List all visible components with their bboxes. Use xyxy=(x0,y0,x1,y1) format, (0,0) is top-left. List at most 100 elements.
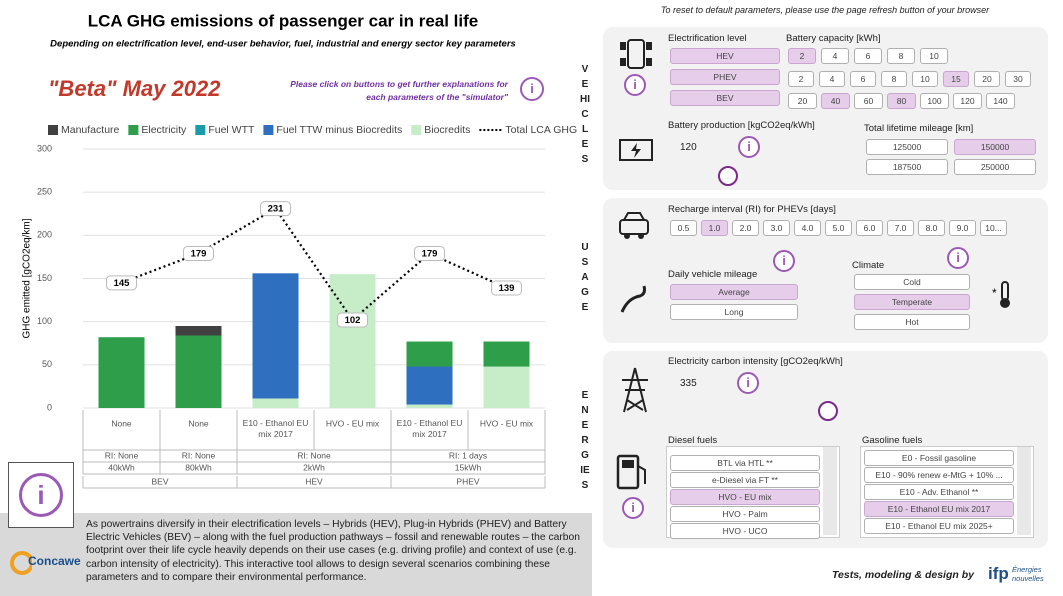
option-button[interactable]: 3.0 xyxy=(763,220,790,236)
option-button[interactable]: 15 xyxy=(943,71,969,87)
option-button[interactable]: 4 xyxy=(819,71,845,87)
info-button[interactable]: i xyxy=(624,74,646,96)
option-button[interactable]: HVO - Palm xyxy=(670,506,820,522)
total-line xyxy=(121,207,507,322)
option-button[interactable]: 6 xyxy=(854,48,882,64)
field-label: Battery capacity [kWh] xyxy=(786,33,881,44)
pylon-icon xyxy=(622,367,648,413)
click-note: Please click on buttons to get further e… xyxy=(290,79,508,102)
option-button[interactable]: E10 - 90% renew e-MtG + 10% ... xyxy=(864,467,1014,483)
option-button[interactable]: 7.0 xyxy=(887,220,914,236)
option-button[interactable]: 6 xyxy=(850,71,876,87)
concawe-logo: Concawe xyxy=(10,548,81,578)
option-button[interactable]: 9.0 xyxy=(949,220,976,236)
option-button[interactable]: Cold xyxy=(854,274,970,290)
group-label: RI: None xyxy=(182,450,216,460)
info-box[interactable]: i xyxy=(8,462,74,528)
option-button[interactable]: E10 - Ethanol EU mix 2017 xyxy=(864,501,1014,517)
option-button[interactable]: 1.0 xyxy=(701,220,728,236)
slider-knob[interactable] xyxy=(718,166,738,186)
option-button[interactable]: 4 xyxy=(821,48,849,64)
option-button[interactable]: HVO - EU mix xyxy=(670,489,820,505)
option-button[interactable]: 0.5 xyxy=(670,220,697,236)
group-label: 40kWh xyxy=(108,462,135,472)
scrollbar[interactable] xyxy=(823,447,837,535)
option-button[interactable]: 20 xyxy=(788,93,817,109)
legend-marker xyxy=(128,125,139,135)
info-button[interactable]: i xyxy=(738,136,760,158)
bar-segment xyxy=(98,337,145,408)
option-button[interactable]: 10... xyxy=(980,220,1007,236)
option-button[interactable]: 100 xyxy=(920,93,949,109)
data-label: 102 xyxy=(345,315,361,326)
option-button[interactable]: 10 xyxy=(912,71,938,87)
scrollbar[interactable] xyxy=(1017,447,1031,535)
bar-segment xyxy=(406,404,453,408)
option-button[interactable]: E10 - Adv. Ethanol ** xyxy=(864,484,1014,500)
bar-segment xyxy=(252,398,299,408)
option-button[interactable]: 2.0 xyxy=(732,220,759,236)
y-tick-label: 100 xyxy=(37,316,52,326)
group-label: HEV xyxy=(305,476,323,486)
option-button[interactable]: 2 xyxy=(788,71,814,87)
info-button[interactable]: i xyxy=(622,497,644,519)
info-button[interactable]: i xyxy=(520,77,544,101)
option-button[interactable]: 80 xyxy=(887,93,916,109)
option-button[interactable]: Temperate xyxy=(854,294,970,310)
info-button[interactable]: i xyxy=(737,372,759,394)
option-button[interactable]: 8 xyxy=(881,71,907,87)
field-label: Daily vehicle mileage xyxy=(668,269,758,280)
info-button[interactable]: i xyxy=(773,250,795,272)
option-button[interactable]: BTL via HTL ** xyxy=(670,455,820,471)
option-button[interactable]: 5.0 xyxy=(825,220,852,236)
option-button[interactable]: 40 xyxy=(821,93,850,109)
option-button[interactable]: 8.0 xyxy=(918,220,945,236)
option-button[interactable]: 4.0 xyxy=(794,220,821,236)
footer-band xyxy=(0,513,592,596)
option-button[interactable]: 187500 xyxy=(866,159,948,175)
option-button[interactable]: 20 xyxy=(974,71,1000,87)
option-button[interactable]: 150000 xyxy=(954,139,1036,155)
data-label-box xyxy=(106,275,137,291)
option-button[interactable]: HVO - UCO xyxy=(670,523,820,539)
option-button[interactable]: 125000 xyxy=(866,139,948,155)
option-button[interactable]: BEV xyxy=(670,90,780,106)
option-button[interactable]: 30 xyxy=(1005,71,1031,87)
bar-segment xyxy=(252,273,299,408)
group-label: BEV xyxy=(151,476,168,486)
option-button[interactable]: Long xyxy=(670,304,798,320)
option-button[interactable]: 2 xyxy=(788,48,816,64)
option-button[interactable]: e-Diesel via FT ** xyxy=(670,472,820,488)
info-button[interactable]: i xyxy=(947,247,969,269)
value-field[interactable]: 120 xyxy=(680,142,697,153)
bar-segment xyxy=(329,274,376,408)
slider-knob[interactable] xyxy=(818,401,838,421)
legend-marker xyxy=(195,125,206,135)
option-button[interactable]: Hot xyxy=(854,314,970,330)
y-tick-label: 300 xyxy=(37,143,52,153)
bar-segment xyxy=(483,366,530,408)
group-label: RI: None xyxy=(105,450,139,460)
value-field[interactable]: 335 xyxy=(680,378,697,389)
option-button[interactable]: 250000 xyxy=(954,159,1036,175)
option-button[interactable]: E10 - Ethanol EU mix 2025+ xyxy=(864,518,1014,534)
data-label-box xyxy=(183,245,214,261)
option-button[interactable]: HEV xyxy=(670,48,780,64)
option-button[interactable]: 10 xyxy=(920,48,948,64)
option-button[interactable]: 8 xyxy=(887,48,915,64)
data-label-box xyxy=(260,201,291,217)
option-button[interactable]: 140 xyxy=(986,93,1015,109)
group-label: 15kWh xyxy=(455,462,482,472)
option-button[interactable]: E0 - Fossil gasoline xyxy=(864,450,1014,466)
option-button[interactable]: 6.0 xyxy=(856,220,883,236)
group-label: RI: 1 days xyxy=(449,450,487,460)
option-button[interactable]: 60 xyxy=(854,93,883,109)
option-button[interactable]: 120 xyxy=(953,93,982,109)
option-button[interactable]: Average xyxy=(670,284,798,300)
option-button[interactable]: PHEV xyxy=(670,69,780,85)
field-label: Electricity carbon intensity [gCO2eq/kWh… xyxy=(668,356,843,367)
subtitle: Depending on electrification level, end-… xyxy=(50,39,516,50)
x-tick-label: HVO - EU mix xyxy=(326,418,380,428)
data-label: 139 xyxy=(499,283,515,294)
x-tick-label: E10 - Ethanol EU mix 2017 xyxy=(243,418,309,439)
